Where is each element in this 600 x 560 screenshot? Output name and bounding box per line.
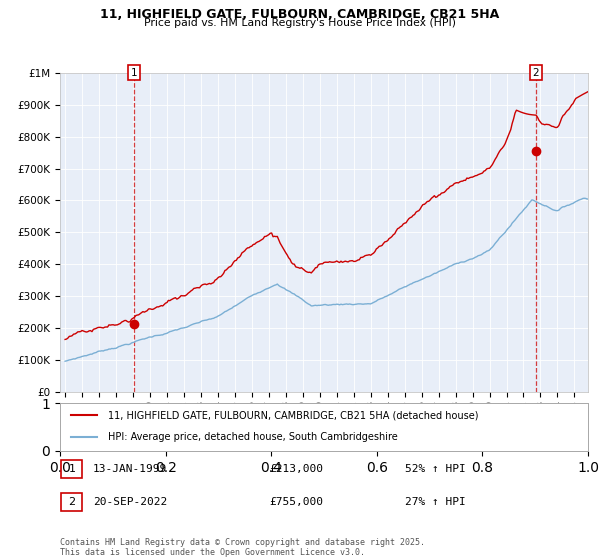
Text: 1: 1 [130,68,137,78]
Text: £213,000: £213,000 [269,464,323,474]
Text: 20-SEP-2022: 20-SEP-2022 [93,497,167,507]
Text: £755,000: £755,000 [269,497,323,507]
Text: 2: 2 [68,497,76,507]
Text: Price paid vs. HM Land Registry's House Price Index (HPI): Price paid vs. HM Land Registry's House … [144,18,456,28]
Text: 2: 2 [532,68,539,78]
Text: 52% ↑ HPI: 52% ↑ HPI [406,464,466,474]
Text: Contains HM Land Registry data © Crown copyright and database right 2025.
This d: Contains HM Land Registry data © Crown c… [60,538,425,557]
Text: 27% ↑ HPI: 27% ↑ HPI [406,497,466,507]
Text: 1: 1 [68,464,76,474]
Text: HPI: Average price, detached house, South Cambridgeshire: HPI: Average price, detached house, Sout… [107,432,397,442]
Bar [61,460,82,478]
Text: 13-JAN-1999: 13-JAN-1999 [93,464,167,474]
Text: 11, HIGHFIELD GATE, FULBOURN, CAMBRIDGE, CB21 5HA (detached house): 11, HIGHFIELD GATE, FULBOURN, CAMBRIDGE,… [107,410,478,420]
Bar [61,493,82,511]
Text: 11, HIGHFIELD GATE, FULBOURN, CAMBRIDGE, CB21 5HA: 11, HIGHFIELD GATE, FULBOURN, CAMBRIDGE,… [100,8,500,21]
